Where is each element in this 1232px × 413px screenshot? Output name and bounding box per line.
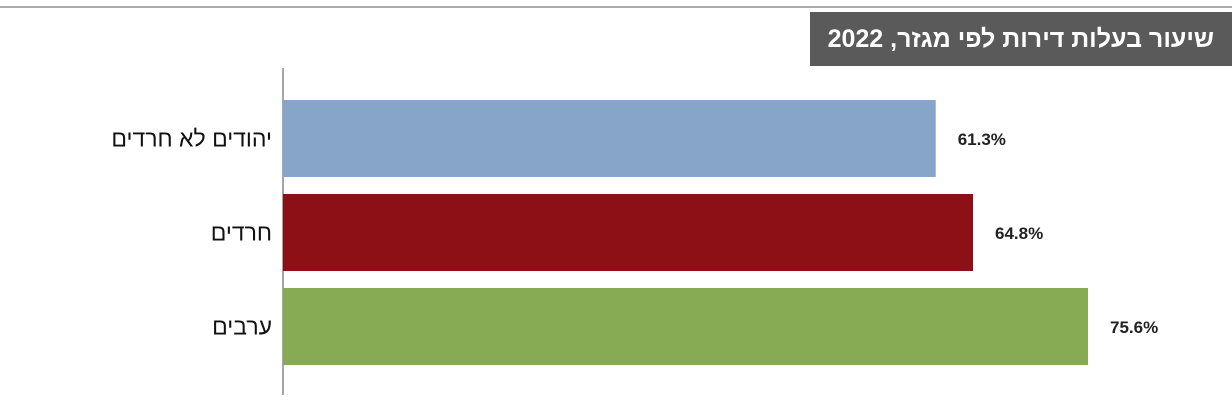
value-label: 64.8% [995, 224, 1043, 243]
category-label: יהודים לא חרדים [111, 126, 272, 152]
chart-title: שיעור בעלות דירות לפי מגזר, 2022 [809, 12, 1232, 66]
bar [283, 288, 1088, 365]
value-label: 75.6% [1110, 318, 1158, 337]
category-label: ערבים [212, 314, 272, 340]
value-label: 61.3% [958, 130, 1006, 149]
category-label: חרדים [211, 220, 272, 246]
bar [283, 100, 936, 177]
bar [283, 194, 973, 271]
